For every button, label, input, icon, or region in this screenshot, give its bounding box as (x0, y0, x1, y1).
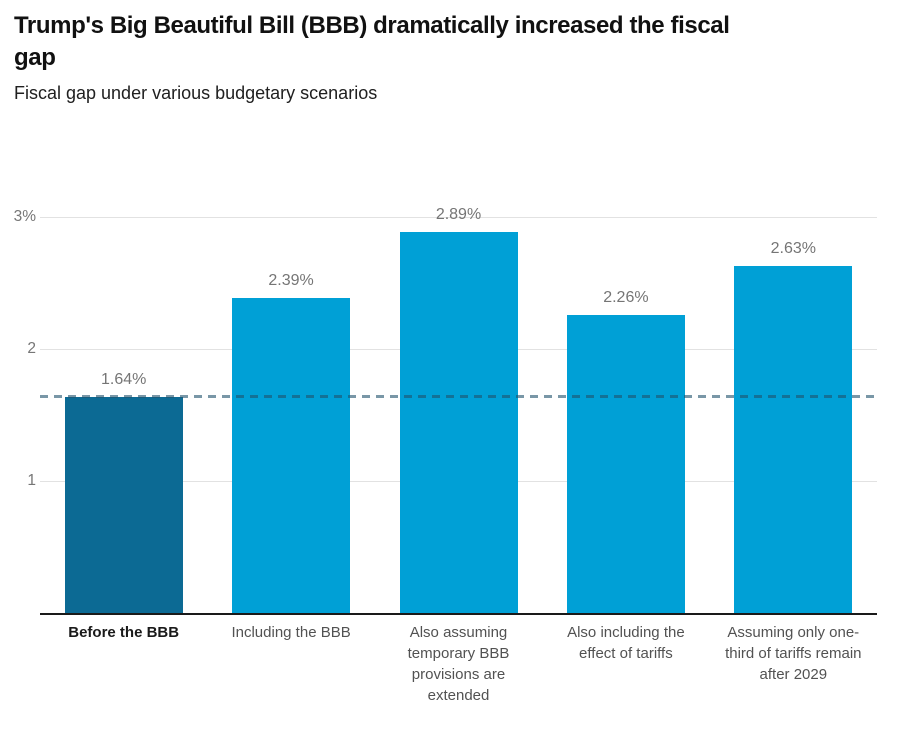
y-tick-label: 2 (27, 340, 36, 357)
bar-value-label: 1.64% (101, 370, 147, 388)
category-label: Also including the effect of tariffs (567, 624, 685, 662)
bar-assuming-only-one-third-of-tariffs-remain-after-2029 (734, 265, 853, 613)
bar-value-label: 2.63% (770, 239, 816, 257)
bar-including-the-bbb (232, 297, 351, 613)
bar-value-label: 2.89% (435, 205, 482, 223)
category-label: Before the BBB (68, 624, 180, 641)
y-gridline (40, 217, 877, 218)
chart-title-line-2: gap (14, 44, 56, 71)
bar-also-assuming-temporary-bbb-provisions-are-extended (399, 231, 518, 613)
chart-title-line-1: Trump's Big Beautiful Bill (BBB) dramati… (14, 12, 730, 39)
bar-value-label: 2.26% (603, 288, 649, 306)
chart-subtitle: Fiscal gap under various budgetary scena… (14, 83, 378, 103)
bar-before-the-bbb (64, 396, 183, 613)
chart-title: Trump's Big Beautiful Bill (BBB) dramati… (14, 10, 884, 74)
bar-also-including-the-effect-of-tariffs (566, 314, 685, 613)
category-label: Assuming only one-third of tariffs remai… (725, 624, 862, 683)
y-tick-label: 3% (13, 208, 36, 225)
bar-value-label: 2.39% (268, 271, 314, 289)
y-tick-label: 1 (27, 472, 36, 489)
x-axis-baseline (40, 613, 877, 615)
category-label: Including the BBB (231, 624, 351, 641)
reference-line (40, 394, 877, 398)
category-label: Also assuming temporary BBB provisions a… (407, 624, 510, 704)
